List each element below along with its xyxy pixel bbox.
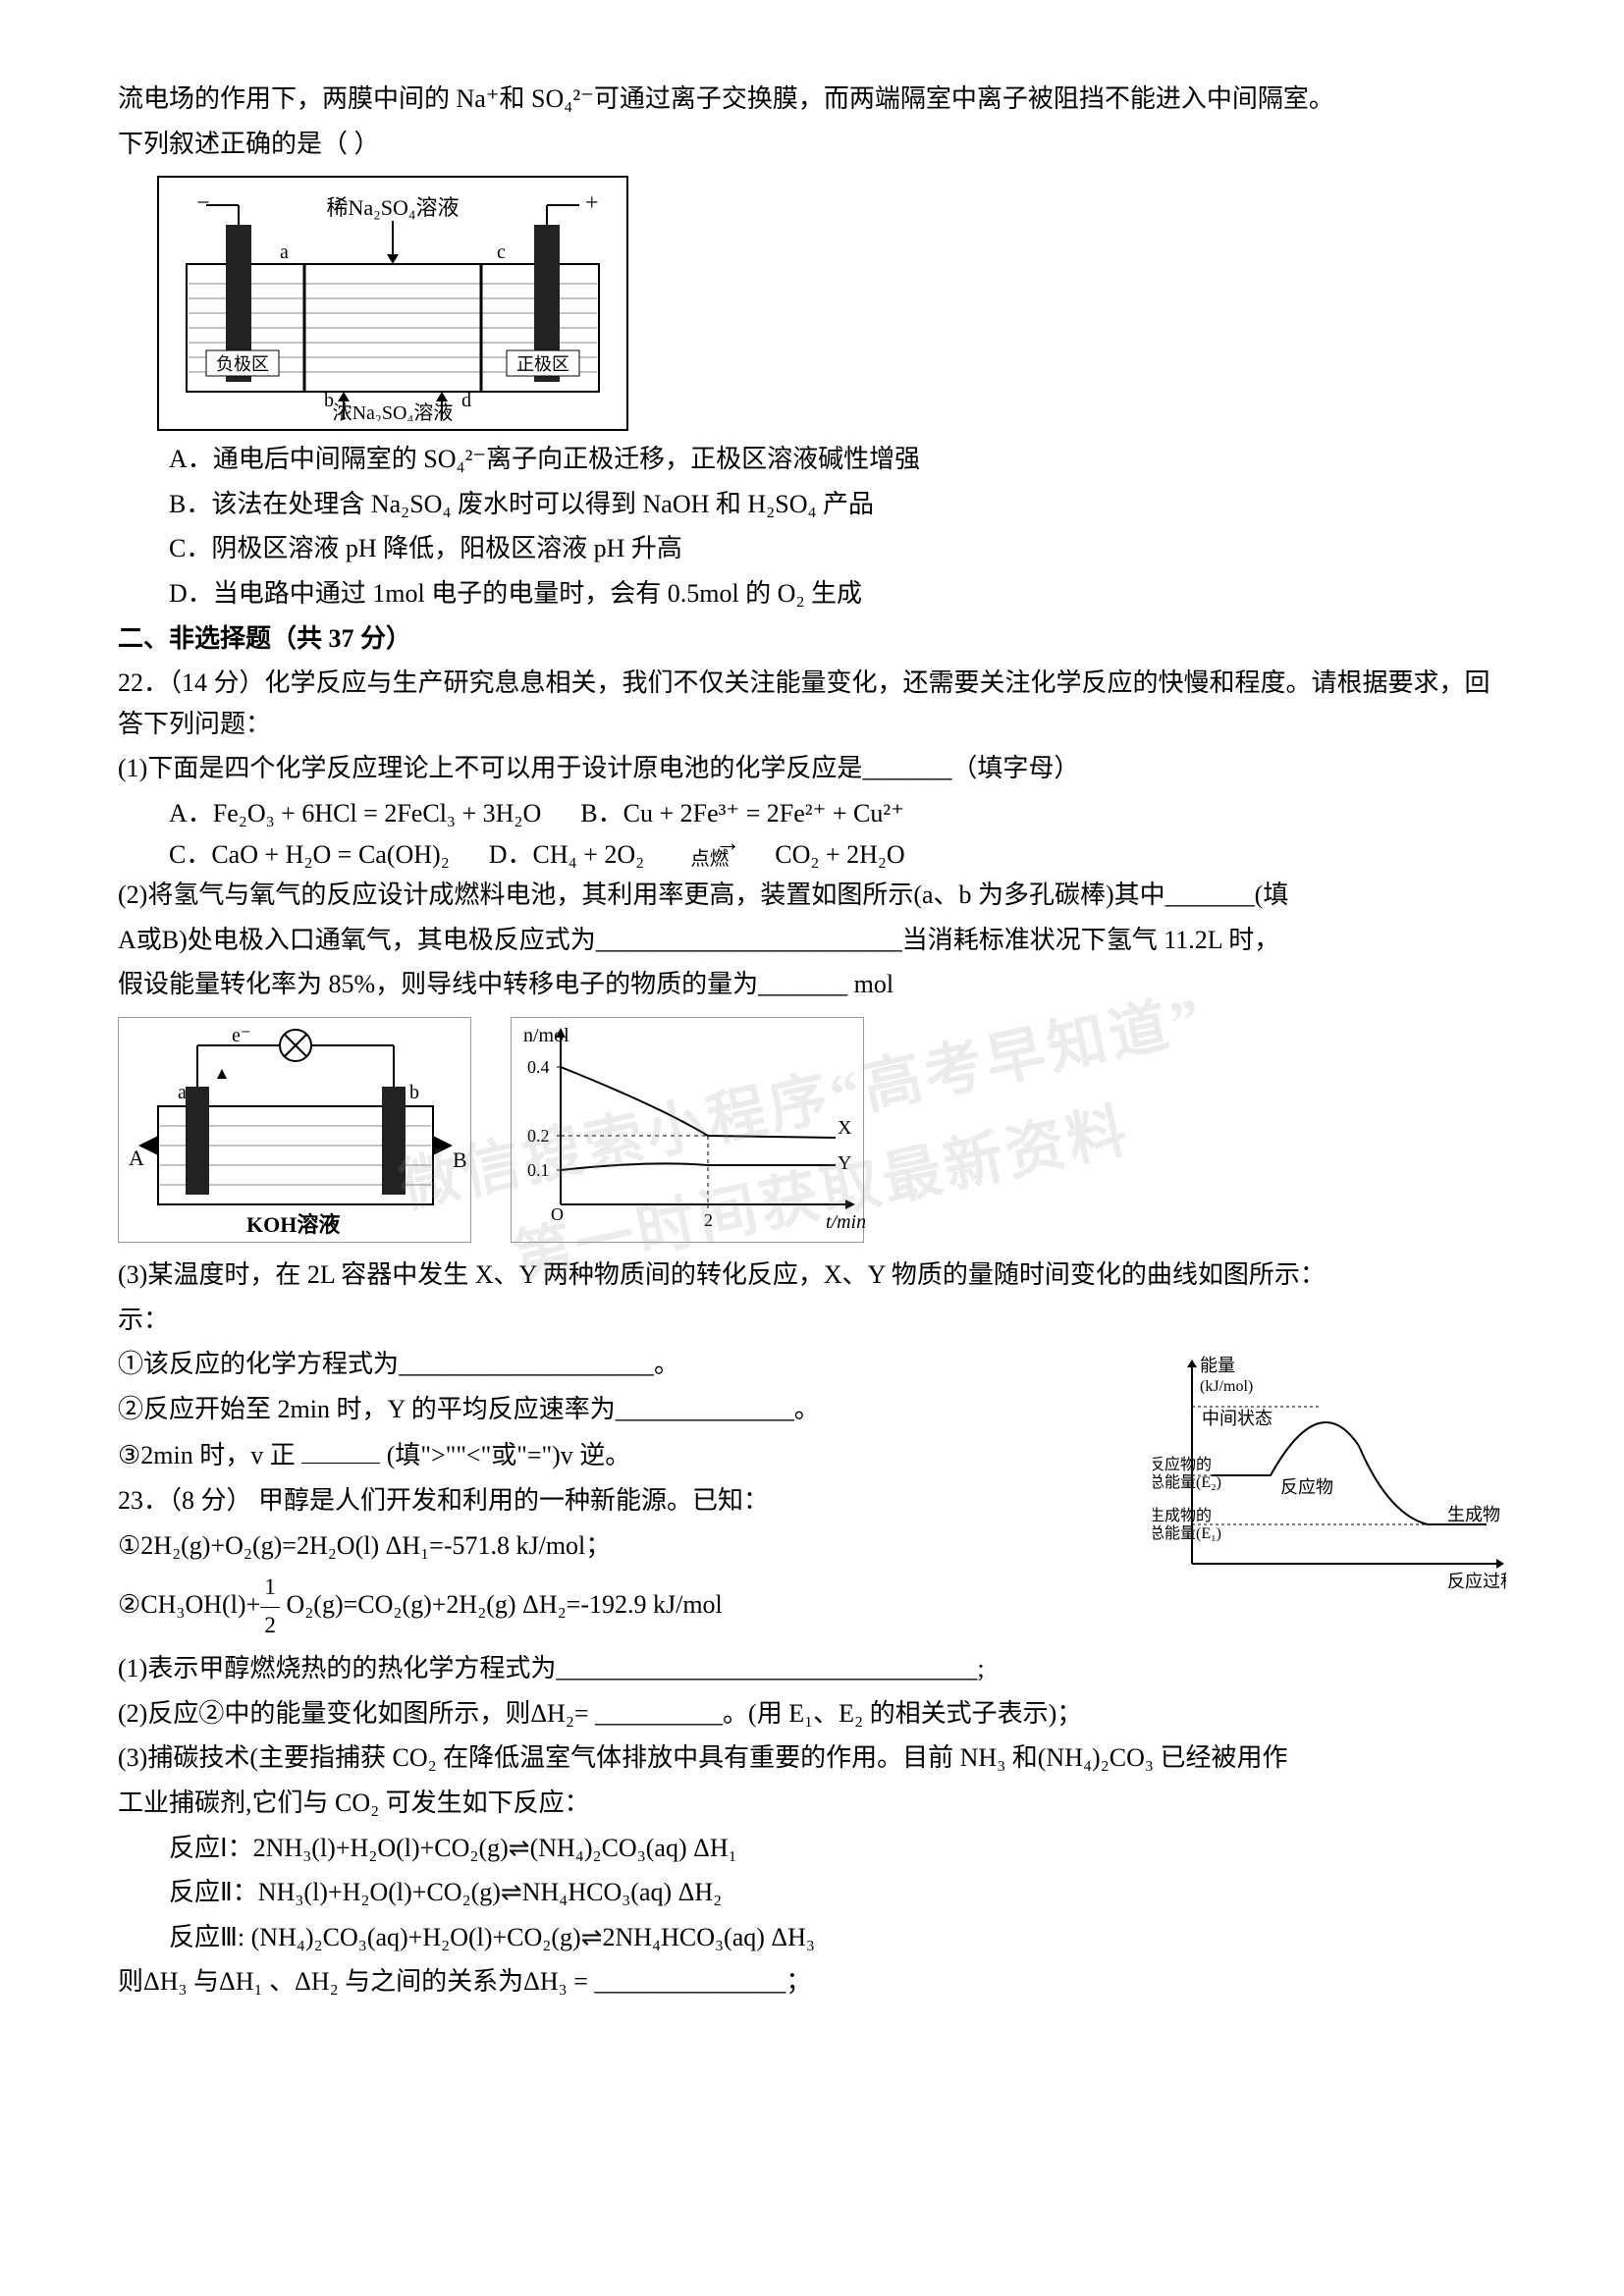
fig1-neg-region: 负极区 xyxy=(216,354,269,374)
product-word: 生成物 xyxy=(1447,1505,1500,1524)
ytick-01: 0.1 xyxy=(527,1160,550,1180)
fig1-c: c xyxy=(497,241,506,263)
fig1-top-label: 稀Na₂SO₄溶液 xyxy=(326,195,459,220)
neg-sign: − xyxy=(196,190,210,216)
q21-option-b: B．该法在处理含 Na₂SO₄ 废水时可以得到 NaOH 和 H₂SO₄ 产品 xyxy=(169,484,1506,525)
eq2-post: O₂(g)=CO₂(g)+2H₂(g) ΔH₂=-192.9 kJ/mol xyxy=(280,1590,723,1619)
pos-sign: + xyxy=(585,190,599,216)
fuel-A: A xyxy=(129,1146,144,1170)
y-axis-label: n/mol xyxy=(523,1025,569,1046)
mid-state: 中间状态 xyxy=(1202,1409,1272,1428)
q22-2-c: 假设能量转化率为 85%，则导线中转移电子的物质的量为_______ mol xyxy=(118,964,1506,1005)
intro-line-1: 流电场的作用下，两膜中间的 Na⁺和 SO₄²⁻可通过离子交换膜，而两端隔室中离… xyxy=(118,79,1506,120)
q23-3c: 则ΔH₃ 与ΔH₁ 、ΔH₂ 与之间的关系为ΔH₃ = ____________… xyxy=(118,1961,1506,2002)
q22-2-a: (2)将氢气与氧气的反应设计成燃料电池，其利用率更高，装置如图所示(a、b 为多… xyxy=(118,875,1506,916)
q22-3-3a: ③2min 时，v 正 xyxy=(118,1441,296,1469)
frac-half: 12 xyxy=(260,1570,280,1644)
fuel-cell-figure: e⁻ a b A B KOH溶液 xyxy=(118,1017,471,1243)
e-minus-label: e⁻ xyxy=(232,1025,250,1046)
q22-1-row2: C．CaO + H₂O = Ca(OH)₂ D．CH₄ + 2O₂ 点燃 CO₂… xyxy=(169,834,1506,876)
y-curve-label: Y xyxy=(838,1152,851,1174)
q23-rxn1: 反应Ⅰ：2NH₃(l)+H₂O(l)+CO₂(g)⇌(NH₄)₂CO₃(aq) … xyxy=(169,1828,1506,1869)
q22-3-3b: (填">""<"或"=")v 逆。 xyxy=(387,1441,631,1469)
q22-1-opt-c: C．CaO + H₂O = Ca(OH)₂ xyxy=(169,834,450,876)
fuel-a: a xyxy=(178,1082,187,1103)
figure-row: e⁻ a b A B KOH溶液 xyxy=(118,1017,1506,1243)
fuel-b: b xyxy=(409,1082,419,1103)
energy-y1: 能量 xyxy=(1200,1356,1235,1375)
fig1-d: d xyxy=(461,390,471,411)
q22-stem: 22．（14 分）化学反应与生产研究息息相关，我们不仅关注能量变化，还需要关注化… xyxy=(118,663,1506,744)
product-e1-2: 总能量(E₁) xyxy=(1153,1524,1221,1542)
q23-rxn2: 反应Ⅱ：NH₃(l)+H₂O(l)+CO₂(g)⇌NH₄HCO₃(aq) ΔH₂ xyxy=(169,1872,1506,1913)
reactant-word: 反应物 xyxy=(1280,1477,1333,1497)
q23-3b: 工业捕碳剂,它们与 CO₂ 可发生如下反应： xyxy=(118,1783,1506,1824)
energy-x: 反应过程 xyxy=(1447,1572,1506,1591)
frac-num: 1 xyxy=(260,1570,280,1607)
reactant-e2-1: 反应物的 xyxy=(1153,1455,1212,1473)
q22-1-row1: A．Fe₂O₃ + 6HCl = 2FeCl₃ + 3H₂O B．Cu + 2F… xyxy=(169,793,1506,834)
opt-d-post: CO₂ + 2H₂O xyxy=(775,840,904,869)
q22-2-b: A或B)处电极入口通氧气，其电极反应式为____________________… xyxy=(118,920,1506,961)
q23-2: (2)反应②中的能量变化如图所示，则ΔH₂= __________。(用 E₁、… xyxy=(118,1693,1506,1735)
fig1-a: a xyxy=(280,241,289,263)
product-e1-1: 生成物的 xyxy=(1153,1507,1212,1524)
combustion-arrow: 点燃 xyxy=(651,834,769,876)
q22-3-show: 示： xyxy=(118,1300,1506,1341)
section-2-header: 二、非选择题（共 37 分） xyxy=(118,618,1506,660)
q22-3: (3)某温度时，在 2L 容器中发生 X、Y 两种物质间的转化反应，X、Y 物质… xyxy=(118,1255,1506,1296)
q21-option-c: C．阴极区溶液 pH 降低，阳极区溶液 pH 升高 xyxy=(169,528,1506,569)
blank-v-compare xyxy=(301,1433,380,1464)
q23-1: (1)表示甲醇燃烧热的的热化学方程式为_____________________… xyxy=(118,1648,1506,1689)
xtick-2: 2 xyxy=(704,1210,713,1230)
eq2-pre: ②CH₃OH(l)+ xyxy=(118,1590,260,1619)
x-curve-label: X xyxy=(838,1117,852,1139)
q23-rxn3: 反应Ⅲ: (NH₄)₂CO₃(aq)+H₂O(l)+CO₂(g)⇌2NH₄HCO… xyxy=(169,1917,1506,1958)
q23-3a: (3)捕碳技术(主要指捕获 CO₂ 在降低温室气体排放中具有重要的作用。目前 N… xyxy=(118,1737,1506,1779)
intro-line-2: 下列叙述正确的是（ ） xyxy=(118,124,1506,165)
fig1-pos-region: 正极区 xyxy=(516,354,569,374)
fuel-B: B xyxy=(453,1148,467,1172)
q22-1-opt-a: A．Fe₂O₃ + 6HCl = 2FeCl₃ + 3H₂O xyxy=(169,793,541,834)
frac-den: 2 xyxy=(260,1608,280,1644)
q21-option-d: D．当电路中通过 1mol 电子的电量时，会有 0.5mol 的 O₂ 生成 xyxy=(169,573,1506,614)
opt-d-pre: D．CH₄ + 2O₂ xyxy=(489,840,644,869)
xy-graph-figure: n/mol t/min O 0.4 0.2 0.1 2 X Y xyxy=(511,1017,864,1243)
energy-diagram-figure: 能量 (kJ/mol) 反应过程 中间状态 反应物的 总能量(E₂) 反应物 生… xyxy=(1153,1348,1506,1603)
fig1-bottom-label: 浓Na₂SO₄溶液 xyxy=(333,401,454,421)
x-axis-label: t/min xyxy=(826,1211,865,1233)
energy-y2: (kJ/mol) xyxy=(1200,1378,1253,1395)
q22-1-opt-b: B．Cu + 2Fe³⁺ = 2Fe²⁺ + Cu²⁺ xyxy=(580,793,904,834)
q21-option-a: A．通电后中间隔室的 SO₄²⁻离子向正极迁移，正极区溶液碱性增强 xyxy=(169,439,1506,480)
q22-1-opt-d: D．CH₄ + 2O₂ 点燃 CO₂ + 2H₂O xyxy=(489,834,905,876)
koh-label: KOH溶液 xyxy=(246,1212,340,1237)
reactant-e2-2: 总能量(E₂) xyxy=(1153,1473,1221,1491)
origin-label: O xyxy=(551,1204,564,1224)
ytick-04: 0.4 xyxy=(527,1057,550,1077)
ytick-02: 0.2 xyxy=(527,1126,550,1146)
q22-1: (1)下面是四个化学反应理论上不可以用于设计原电池的化学反应是_______（填… xyxy=(118,748,1506,789)
electrolysis-figure: 稀Na₂SO₄溶液 − + a b c d 负 xyxy=(157,176,628,431)
